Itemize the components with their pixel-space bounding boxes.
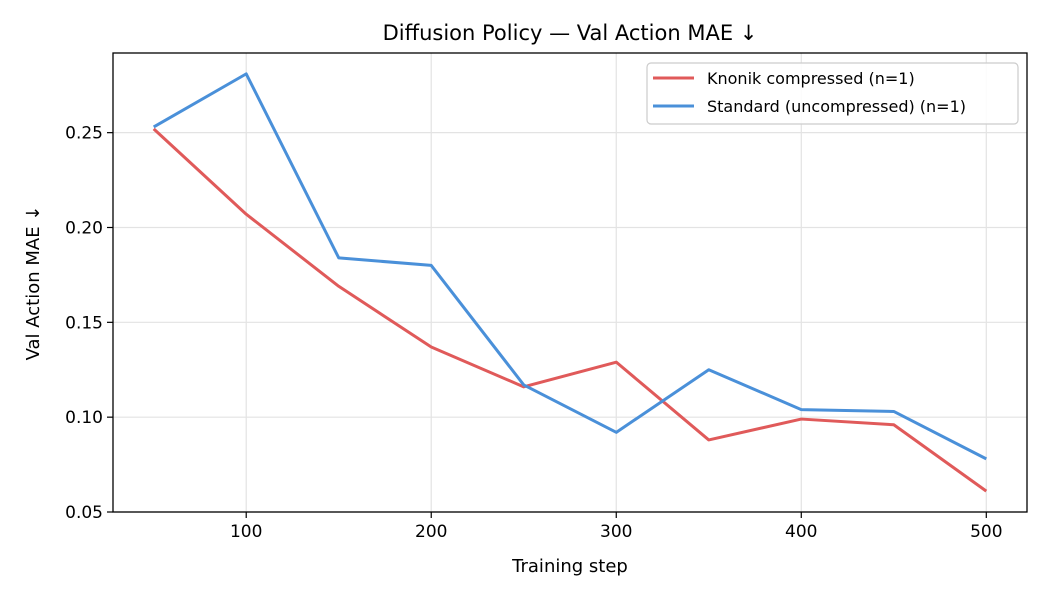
y-tick-label: 0.10 [65, 408, 103, 428]
x-tick-label: 200 [415, 522, 447, 542]
chart-title: Diffusion Policy — Val Action MAE ↓ [383, 21, 758, 45]
series-line-standard [152, 72, 987, 461]
y-axis-label: Val Action MAE ↓ [23, 206, 44, 361]
y-tick-label: 0.05 [65, 503, 103, 523]
y-tick-label: 0.15 [65, 313, 103, 333]
y-tick-label: 0.25 [65, 124, 103, 144]
legend-label-knonik: Knonik compressed (n=1) [707, 69, 915, 88]
legend-label-standard: Standard (uncompressed) (n=1) [707, 97, 966, 116]
x-tick-label: 500 [970, 522, 1002, 542]
x-tick-label: 400 [785, 522, 817, 542]
legend: Knonik compressed (n=1) Standard (uncomp… [646, 62, 1019, 125]
x-tick-label: 100 [230, 522, 262, 542]
series-line-knonik [152, 127, 988, 493]
y-tick-label: 0.20 [65, 218, 103, 238]
x-tick-label: 300 [600, 522, 632, 542]
axis-ticks: 100 200 300 400 500 0.05 0.10 0.15 0.20 0.25 [65, 124, 1002, 542]
series-lines [152, 72, 988, 493]
x-axis-label: Training step [511, 556, 628, 577]
plot-frame [112, 52, 1028, 513]
